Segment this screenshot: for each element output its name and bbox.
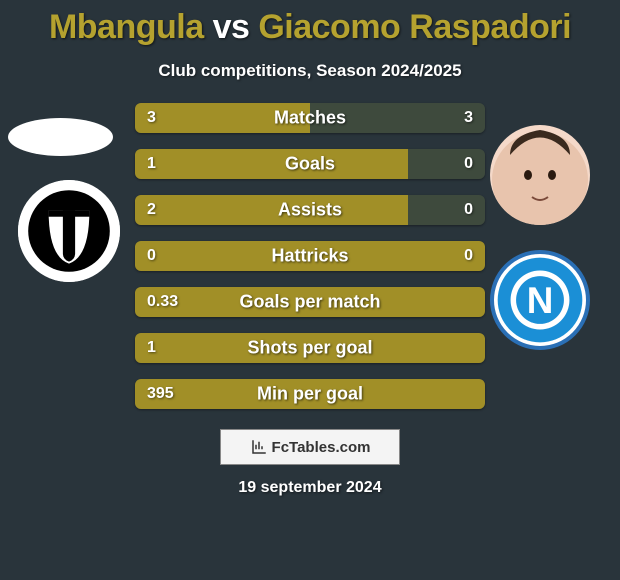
stat-value-left: 1 <box>147 155 156 173</box>
stat-row: Shots per goal 1 <box>135 333 485 363</box>
napoli-icon: N <box>494 254 586 346</box>
vs-text: vs <box>213 8 250 46</box>
stat-bar-left <box>135 149 408 179</box>
player2-name: Giacomo Raspadori <box>258 8 571 46</box>
player1-avatar <box>8 118 113 156</box>
brand-badge: FcTables.com <box>220 429 400 465</box>
title: Mbangula vs Giacomo Raspadori <box>49 8 571 47</box>
stat-bar-right <box>408 149 485 179</box>
stat-label: Assists <box>278 200 342 221</box>
stat-value-left: 0.33 <box>147 293 178 311</box>
player2-club-badge: N <box>490 250 590 350</box>
comparison-card: Mbangula vs Giacomo Raspadori Club compe… <box>0 0 620 580</box>
stat-bars: Matches33Goals10Assists20Hattricks00Goal… <box>135 103 485 409</box>
stat-value-left: 1 <box>147 339 156 357</box>
stat-label: Matches <box>274 108 346 129</box>
player1-club-badge <box>18 180 120 282</box>
face-icon <box>490 125 590 225</box>
stat-value-right: 3 <box>464 109 473 127</box>
stat-row: Matches 3 3 <box>135 103 485 133</box>
stat-label: Shots per goal <box>247 338 372 359</box>
stat-value-left: 0 <box>147 247 156 265</box>
stat-value-left: 2 <box>147 201 156 219</box>
stat-row: Goals 1 0 <box>135 149 485 179</box>
subtitle: Club competitions, Season 2024/2025 <box>158 61 461 81</box>
stat-bar-right <box>408 195 485 225</box>
stat-bar-left <box>135 195 408 225</box>
stat-label: Goals <box>285 154 335 175</box>
stat-value-right: 0 <box>464 201 473 219</box>
stat-row: Goals per match 0.33 <box>135 287 485 317</box>
brand-text: FcTables.com <box>272 439 371 456</box>
stat-row: Assists 2 0 <box>135 195 485 225</box>
stat-value-right: 0 <box>464 155 473 173</box>
player1-name: Mbangula <box>49 8 204 46</box>
stat-value-right: 0 <box>464 247 473 265</box>
svg-text:N: N <box>527 280 554 321</box>
player2-avatar <box>490 125 590 225</box>
date: 19 september 2024 <box>238 479 381 497</box>
stat-label: Goals per match <box>239 292 380 313</box>
stat-row: Hattricks 0 0 <box>135 241 485 271</box>
stat-value-left: 3 <box>147 109 156 127</box>
stat-label: Min per goal <box>257 384 363 405</box>
juventus-icon <box>18 180 120 282</box>
stat-value-left: 395 <box>147 385 174 403</box>
stat-row: Min per goal 395 <box>135 379 485 409</box>
chart-icon <box>250 438 268 456</box>
stat-label: Hattricks <box>271 246 348 267</box>
